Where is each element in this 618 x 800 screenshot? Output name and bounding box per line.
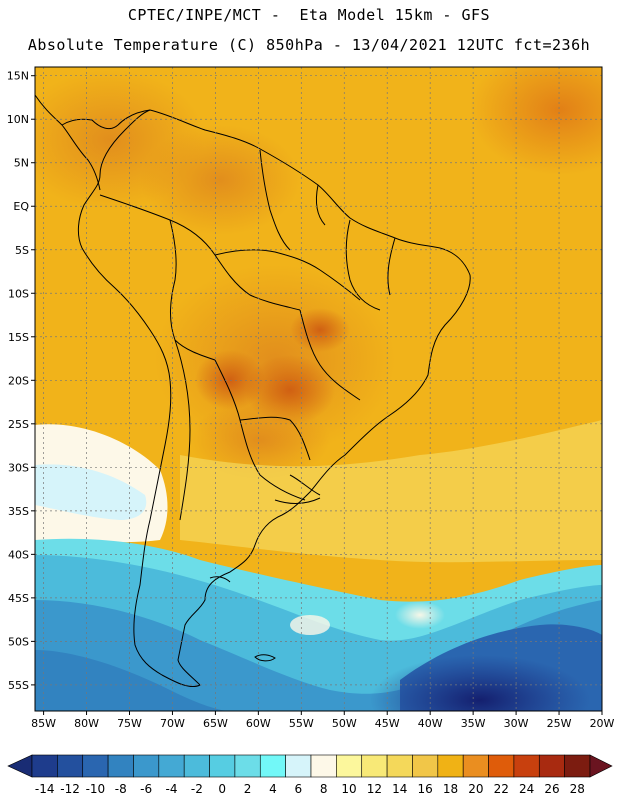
colorbar-swatch bbox=[82, 754, 109, 778]
colorbar-label: 2 bbox=[244, 782, 252, 796]
lat-label: 5N bbox=[14, 157, 29, 170]
lat-label: 50S bbox=[8, 635, 29, 648]
lon-label: 80W bbox=[74, 717, 99, 730]
colorbar-swatch bbox=[234, 754, 261, 778]
colorbar-label: -12 bbox=[60, 782, 80, 796]
colorbar-label: 14 bbox=[392, 782, 407, 796]
colorbar-swatch bbox=[386, 754, 413, 778]
colorbar-label: 4 bbox=[269, 782, 277, 796]
colorbar-swatch bbox=[513, 754, 540, 778]
lat-label: 20S bbox=[8, 374, 29, 387]
lat-label: 40S bbox=[8, 548, 29, 561]
colorbar-label: 6 bbox=[294, 782, 302, 796]
colorbar-swatch bbox=[538, 754, 565, 778]
lat-label: 15N bbox=[7, 70, 29, 83]
lon-label: 40W bbox=[418, 717, 443, 730]
colorbar-label: 26 bbox=[544, 782, 559, 796]
lon-label: 50W bbox=[332, 717, 357, 730]
title-model: CPTEC/INPE/MCT - Eta Model 15km - GFS bbox=[127, 6, 491, 24]
colorbar-swatch bbox=[462, 754, 489, 778]
colorbar-label: 0 bbox=[218, 782, 226, 796]
lat-label: 35S bbox=[8, 505, 29, 518]
colorbar-swatch bbox=[310, 754, 337, 778]
colorbar-swatch bbox=[361, 754, 388, 778]
lat-label: 15S bbox=[8, 331, 29, 344]
title-variable: Absolute Temperature (C) 850hPa - 13/04/… bbox=[27, 36, 591, 54]
colorbar-label: 28 bbox=[570, 782, 585, 796]
colorbar-label: -2 bbox=[191, 782, 203, 796]
lat-lon-grid bbox=[35, 67, 602, 711]
colorbar-swatch bbox=[107, 754, 134, 778]
colorbar-label: 10 bbox=[341, 782, 356, 796]
temperature-field bbox=[35, 67, 602, 711]
colorbar-swatch bbox=[209, 754, 236, 778]
lat-label: 10N bbox=[7, 113, 29, 126]
lat-label: 10S bbox=[8, 287, 29, 300]
lat-label: 45S bbox=[8, 592, 29, 605]
lon-label: 85W bbox=[31, 717, 56, 730]
colorbar-label: 24 bbox=[519, 782, 534, 796]
lat-label: 55S bbox=[8, 679, 29, 692]
colorbar-swatch bbox=[31, 754, 58, 778]
colorbar-swatch bbox=[336, 754, 363, 778]
lon-label: 75W bbox=[117, 717, 142, 730]
lon-label: 20W bbox=[590, 717, 615, 730]
lon-label: 60W bbox=[246, 717, 271, 730]
lat-label: 25S bbox=[8, 418, 29, 431]
colorbar-swatch bbox=[57, 754, 84, 778]
lon-label: 65W bbox=[203, 717, 228, 730]
lon-label: 45W bbox=[375, 717, 400, 730]
lon-label: 30W bbox=[504, 717, 529, 730]
colorbar-label: 20 bbox=[468, 782, 483, 796]
colorbar-label: -6 bbox=[140, 782, 152, 796]
colorbar-swatch bbox=[412, 754, 439, 778]
colorbar-over-arrow bbox=[589, 754, 613, 778]
colorbar-label: -10 bbox=[86, 782, 106, 796]
colorbar-label: 18 bbox=[443, 782, 458, 796]
lon-label: 35W bbox=[461, 717, 486, 730]
lon-label: 70W bbox=[160, 717, 185, 730]
colorbar-label: 22 bbox=[494, 782, 509, 796]
colorbar-swatch bbox=[259, 754, 286, 778]
colorbar-label: -8 bbox=[115, 782, 127, 796]
colorbar-under-arrow bbox=[7, 754, 33, 778]
lon-label: 55W bbox=[289, 717, 314, 730]
lon-label: 25W bbox=[547, 717, 572, 730]
lat-label: EQ bbox=[13, 200, 29, 213]
colorbar-label: 16 bbox=[417, 782, 432, 796]
colorbar-label: -4 bbox=[166, 782, 178, 796]
colorbar-swatch bbox=[158, 754, 185, 778]
colorbar-swatch bbox=[183, 754, 210, 778]
colorbar-label: 8 bbox=[320, 782, 328, 796]
colorbar-swatch bbox=[133, 754, 160, 778]
colorbar-swatch bbox=[564, 754, 591, 778]
colorbar-label: -14 bbox=[35, 782, 55, 796]
colorbar-swatch bbox=[488, 754, 515, 778]
lat-label: 5S bbox=[15, 244, 29, 257]
colorbar-swatch bbox=[437, 754, 464, 778]
colorbar-swatch bbox=[285, 754, 312, 778]
map-frame bbox=[34, 66, 603, 712]
colorbar-label: 12 bbox=[367, 782, 382, 796]
colorbar: -14 -12 -10 -8 -6 -4 -2 0 2 4 6 8 10 12 14 16 18 20 22 24 26… bbox=[7, 754, 613, 796]
lat-label: 30S bbox=[8, 461, 29, 474]
